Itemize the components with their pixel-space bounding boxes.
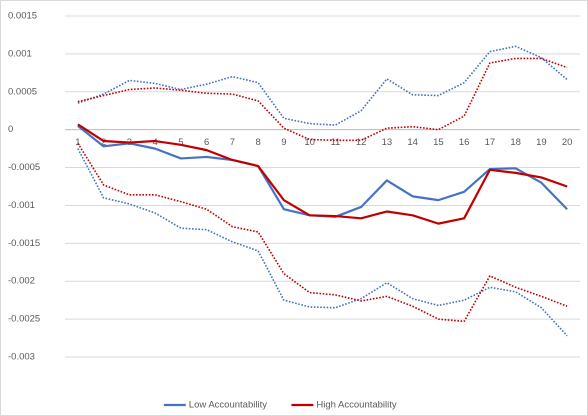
x-tick-label: 17 <box>485 137 496 148</box>
y-tick-label: 0.001 <box>8 48 32 59</box>
y-tick-label: 0.0005 <box>8 86 37 97</box>
legend-label: Low Accountability <box>189 400 267 411</box>
y-tick-label: -0.002 <box>8 276 35 287</box>
series-line <box>77 45 568 126</box>
x-tick-label: 2 <box>101 137 106 148</box>
x-tick-label: 5 <box>178 137 183 148</box>
x-tick-label: 7 <box>230 137 235 148</box>
x-tick-label: 9 <box>281 137 286 148</box>
y-tick-label: 0 <box>8 124 13 135</box>
x-tick-label: 20 <box>562 137 573 148</box>
y-tick-label: -0.0015 <box>8 238 40 249</box>
x-tick-label: 4 <box>152 137 157 148</box>
x-tick-label: 15 <box>433 137 444 148</box>
y-tick-label: -0.003 <box>8 352 35 363</box>
x-tick-label: 6 <box>204 137 209 148</box>
x-tick-label: 13 <box>382 137 393 148</box>
y-tick-label: -0.0005 <box>8 162 40 173</box>
x-tick-label: 11 <box>330 137 340 148</box>
series-line <box>77 123 568 225</box>
x-tick-label: 10 <box>304 137 315 148</box>
series-line <box>77 142 568 323</box>
y-tick-label: 0.0015 <box>8 11 37 22</box>
x-tick-label: 8 <box>255 137 260 148</box>
x-tick-label: 12 <box>356 137 367 148</box>
legend-label: High Accountability <box>316 400 397 411</box>
x-tick-label: 14 <box>407 137 418 148</box>
y-tick-label: -0.0025 <box>8 314 40 325</box>
x-tick-label: 16 <box>459 137 470 148</box>
series-line <box>77 57 568 142</box>
series-line <box>77 148 568 337</box>
x-tick-label: 18 <box>510 137 521 148</box>
x-tick-label: 1 <box>75 137 80 148</box>
y-tick-label: -0.001 <box>8 200 35 211</box>
x-tick-label: 19 <box>536 137 547 148</box>
